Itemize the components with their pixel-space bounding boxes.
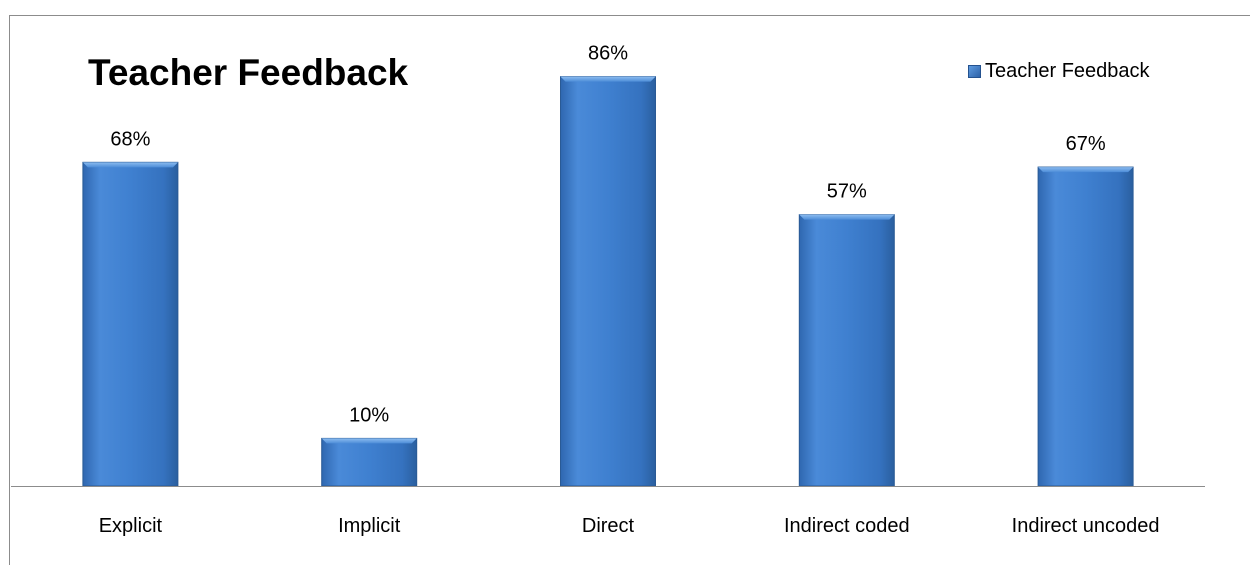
legend: Teacher Feedback bbox=[968, 60, 1150, 83]
x-tick-label: Explicit bbox=[99, 515, 163, 537]
bars-group bbox=[82, 76, 1134, 487]
bar-bevel bbox=[1038, 167, 1134, 173]
bar-body bbox=[798, 214, 895, 487]
x-tick-label: Implicit bbox=[338, 515, 401, 537]
data-label: 57% bbox=[827, 181, 867, 203]
bar bbox=[82, 161, 179, 487]
bar-bevel bbox=[799, 214, 895, 220]
x-tick-label: Indirect coded bbox=[784, 515, 910, 537]
data-label: 86% bbox=[588, 43, 628, 65]
bar bbox=[321, 437, 418, 487]
bar bbox=[560, 76, 656, 487]
x-tick-label: Indirect uncoded bbox=[1012, 515, 1160, 537]
data-label: 68% bbox=[110, 128, 150, 150]
legend-label: Teacher Feedback bbox=[985, 60, 1150, 82]
x-tick-label: Direct bbox=[582, 515, 635, 537]
bar bbox=[798, 214, 895, 487]
bar-bevel bbox=[321, 438, 417, 444]
bar-bevel bbox=[82, 162, 178, 168]
bar-body bbox=[1037, 166, 1134, 487]
bar-body bbox=[560, 76, 656, 487]
chart-title: Teacher Feedback bbox=[88, 52, 409, 93]
bar-body bbox=[321, 437, 418, 487]
legend-swatch bbox=[968, 65, 981, 78]
bar-body bbox=[82, 161, 179, 487]
bar bbox=[1037, 166, 1134, 487]
data-label: 67% bbox=[1066, 133, 1106, 155]
data-label: 10% bbox=[349, 404, 389, 426]
bar-bevel bbox=[560, 76, 656, 82]
x-tick-labels-group: Explicit Implicit Direct Indirect coded Indi… bbox=[99, 515, 1160, 537]
data-labels-group: 68% 10% 86% 57% 67% bbox=[110, 43, 1105, 427]
